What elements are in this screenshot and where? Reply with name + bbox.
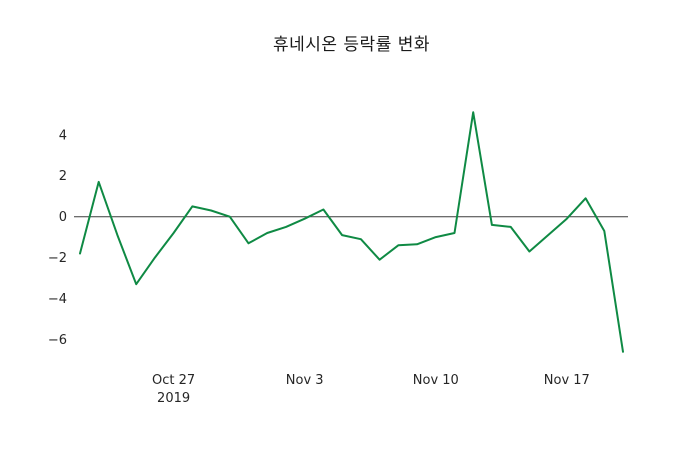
y-axis-tick-label: 2: [59, 169, 67, 184]
x-axis-tick-label: Nov 10: [413, 373, 459, 388]
series-line: [79, 111, 624, 353]
x-axis-tick-sublabel: 2019: [157, 391, 190, 406]
chart-title: 휴네시온 등락률 변화: [272, 35, 431, 55]
x-axis-tick-label: Nov 17: [544, 373, 590, 388]
x-axis-tick-label: Oct 27: [152, 373, 195, 388]
y-axis-tick-label: −4: [48, 292, 67, 307]
y-axis-tick-label: −2: [48, 251, 67, 266]
x-axis-tick-label: Nov 3: [286, 373, 324, 388]
y-axis-tick-label: 0: [59, 210, 67, 225]
y-axis-tick-label: −6: [48, 333, 67, 348]
y-axis-tick-label: 4: [59, 128, 67, 143]
